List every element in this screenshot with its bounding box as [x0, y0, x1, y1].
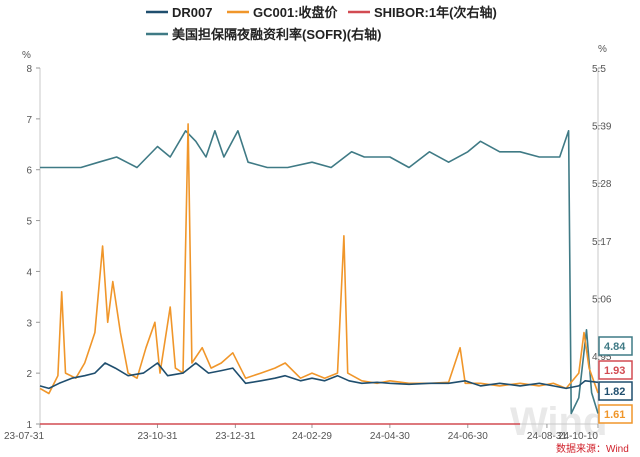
legend-item-sofr[interactable]: 美国担保隔夜融资利率(SOFR)(右轴) — [146, 27, 381, 42]
legend-label-gc001: GC001:收盘价 — [253, 5, 339, 20]
end-label-sofr-text: 4.84 — [604, 341, 626, 353]
right-axis-ticks: 4.95 5.06 5.17 5.28 5.39 5.5 — [592, 64, 612, 363]
x-tick-label: 23-12-31 — [215, 431, 255, 442]
x-tick-label: 24-08-31 — [527, 431, 567, 442]
left-tick-label: 5 — [26, 217, 32, 228]
left-tick-label: 8 — [26, 64, 32, 75]
end-label-dr007-text: 1.82 — [604, 386, 625, 398]
data-source: 数据来源：Wind — [556, 442, 629, 455]
left-tick-label: 2 — [26, 369, 32, 380]
right-tick-label: 5.5 — [592, 64, 606, 75]
left-tick-label: 1 — [26, 420, 32, 431]
left-tick-label: 3 — [26, 318, 32, 329]
left-axis-unit: % — [22, 50, 31, 61]
legend-label-sofr: 美国担保隔夜融资利率(SOFR)(右轴) — [172, 27, 381, 42]
legend-label-dr007: DR007 — [172, 5, 212, 20]
x-tick-label: 24-10-10 — [558, 431, 598, 442]
end-label-gc001-text: 1.61 — [604, 409, 625, 421]
legend-item-dr007[interactable]: DR007 — [146, 5, 212, 20]
left-tick-label: 4 — [26, 267, 32, 278]
x-tick-label: 24-02-29 — [292, 431, 332, 442]
x-tick-label: 24-04-30 — [370, 431, 410, 442]
right-axis-unit: % — [598, 44, 607, 55]
end-label-gc001-box — [598, 404, 633, 424]
series-line-sofr — [40, 130, 599, 415]
watermark: Wind — [510, 400, 607, 444]
left-tick-label: 6 — [26, 166, 32, 177]
right-tick-label: 5.17 — [592, 237, 612, 248]
legend-item-shibor[interactable]: SHIBOR:1年(次右轴) — [348, 5, 497, 20]
left-axis-ticks: 1 2 3 4 5 6 7 8 — [26, 64, 40, 431]
legend-label-shibor: SHIBOR:1年(次右轴) — [374, 5, 497, 20]
left-tick-label: 7 — [26, 115, 32, 126]
end-label-gc001: 1.61 — [598, 404, 633, 424]
right-tick-label: 5.39 — [592, 122, 612, 133]
right-tick-label: 5.06 — [592, 294, 612, 305]
x-tick-label: 24-06-30 — [448, 431, 488, 442]
series-line-gc001 — [39, 123, 599, 395]
series-lines — [39, 123, 599, 425]
end-label-dr007-box — [598, 381, 633, 401]
end-label-shibor: 1.93 — [598, 360, 633, 380]
x-tick-label: 23-10-31 — [137, 431, 177, 442]
end-label-dr007: 1.82 — [598, 381, 633, 401]
end-label-shibor-box — [598, 360, 633, 380]
right-tick-label: 4.95 — [592, 352, 612, 363]
x-tick-label: 23-07-31 — [4, 431, 44, 442]
legend-item-gc001[interactable]: GC001:收盘价 — [227, 5, 339, 20]
legend: DR007 GC001:收盘价 SHIBOR:1年(次右轴) 美国担保隔夜融资利… — [146, 5, 497, 42]
end-label-sofr-box — [598, 336, 633, 356]
series-line-dr007 — [39, 362, 599, 390]
end-label-shibor-text: 1.93 — [604, 365, 625, 377]
right-tick-label: 5.28 — [592, 179, 612, 190]
end-label-sofr: 4.84 — [598, 336, 633, 356]
